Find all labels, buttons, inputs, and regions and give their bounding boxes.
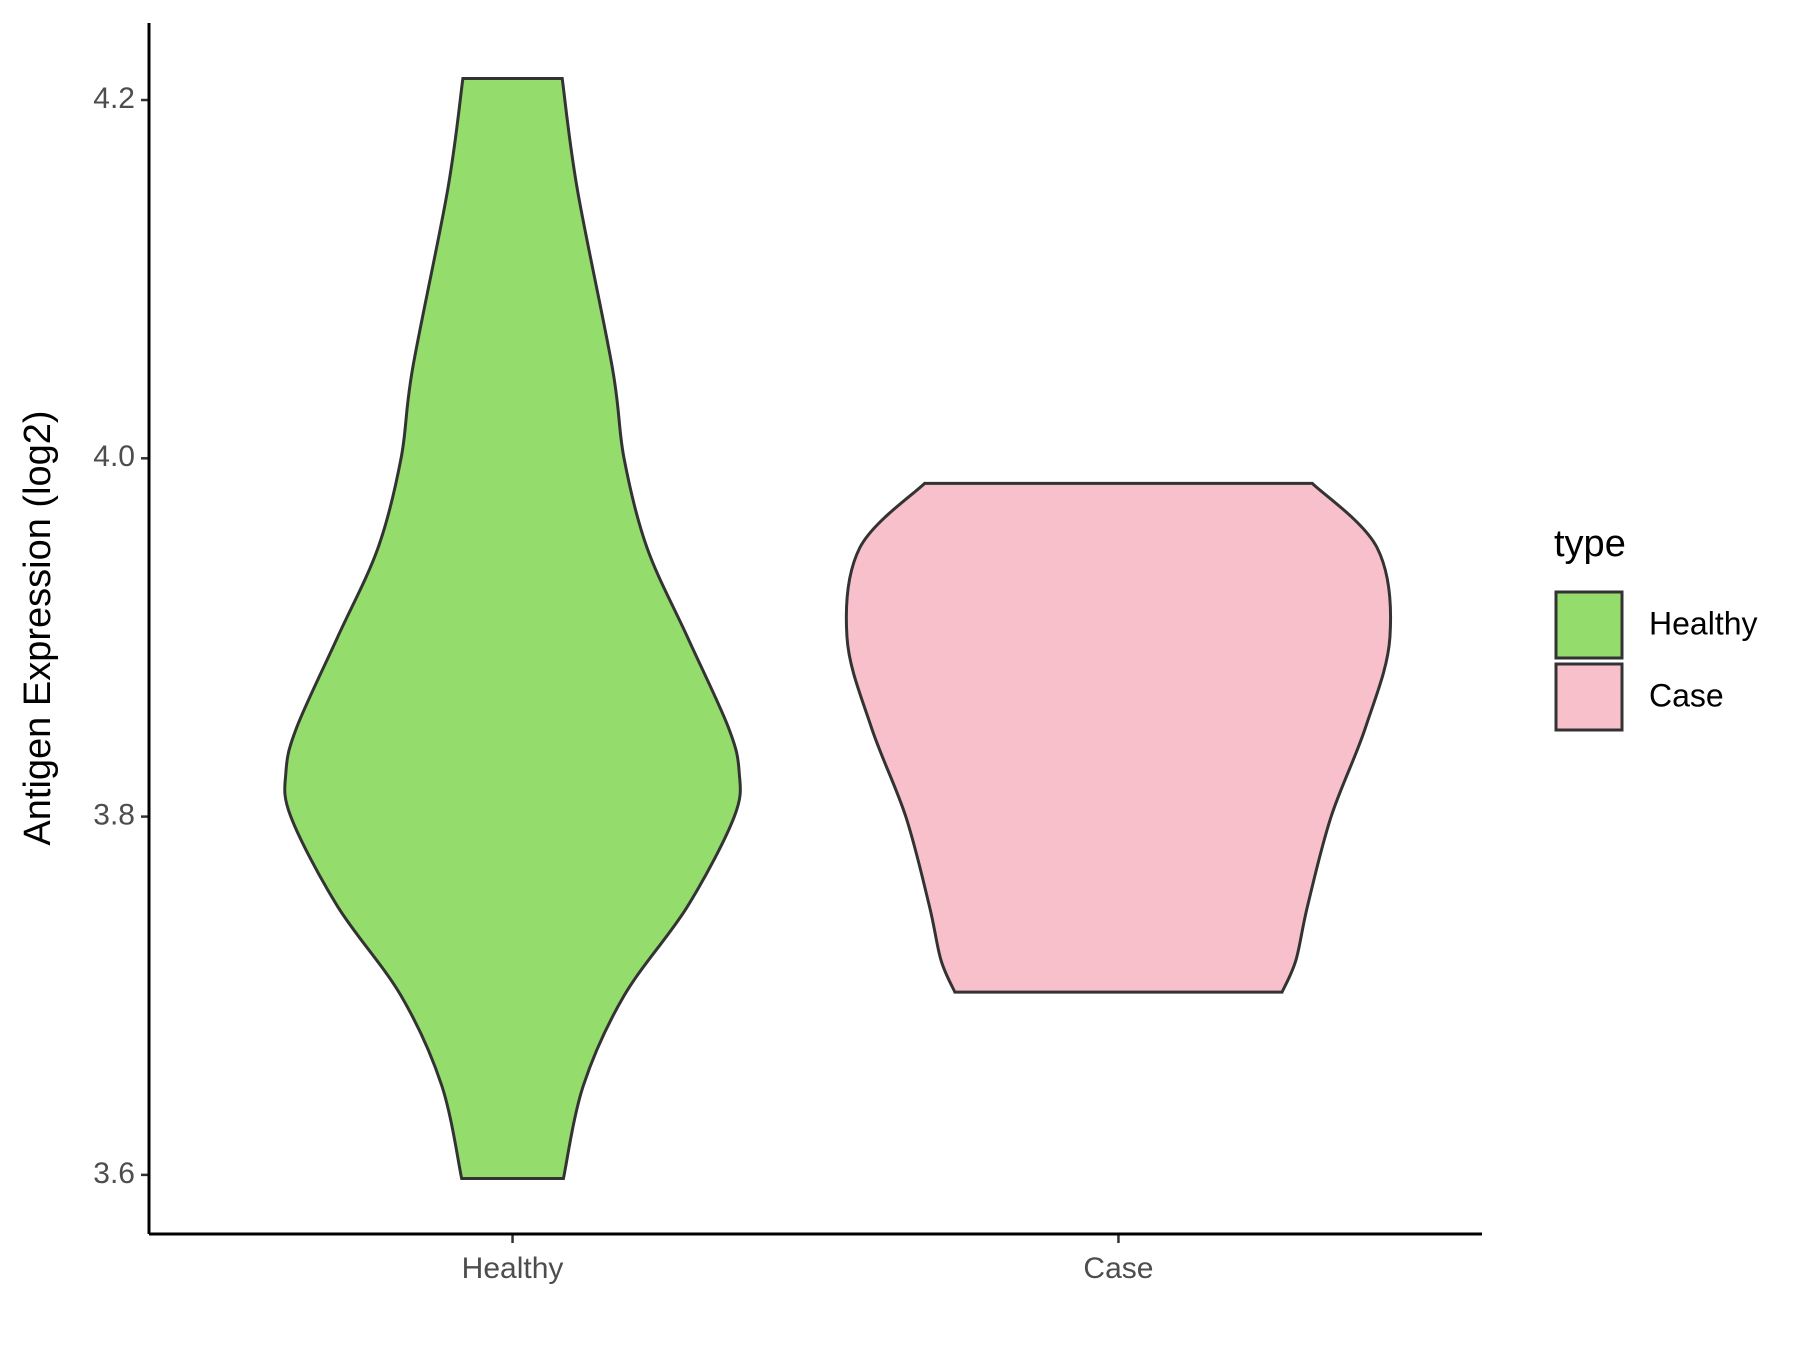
violin (844, 481, 1393, 994)
legend-label: Case (1649, 677, 1724, 713)
legend-label: Healthy (1649, 605, 1758, 641)
y-tick-label: 4.2 (93, 82, 135, 115)
x-tick-label: Case (1083, 1252, 1153, 1285)
x-tick-label: Healthy (462, 1252, 564, 1285)
y-tick-label: 3.8 (93, 799, 135, 832)
y-tick-label: 4.0 (93, 440, 135, 473)
y-axis-title: Antigen Expression (log2) (17, 410, 59, 845)
violin (283, 77, 742, 1180)
legend-title: type (1554, 523, 1626, 565)
y-tick-label: 3.6 (93, 1157, 135, 1190)
legend-key (1554, 662, 1624, 732)
legend-key (1554, 590, 1624, 660)
